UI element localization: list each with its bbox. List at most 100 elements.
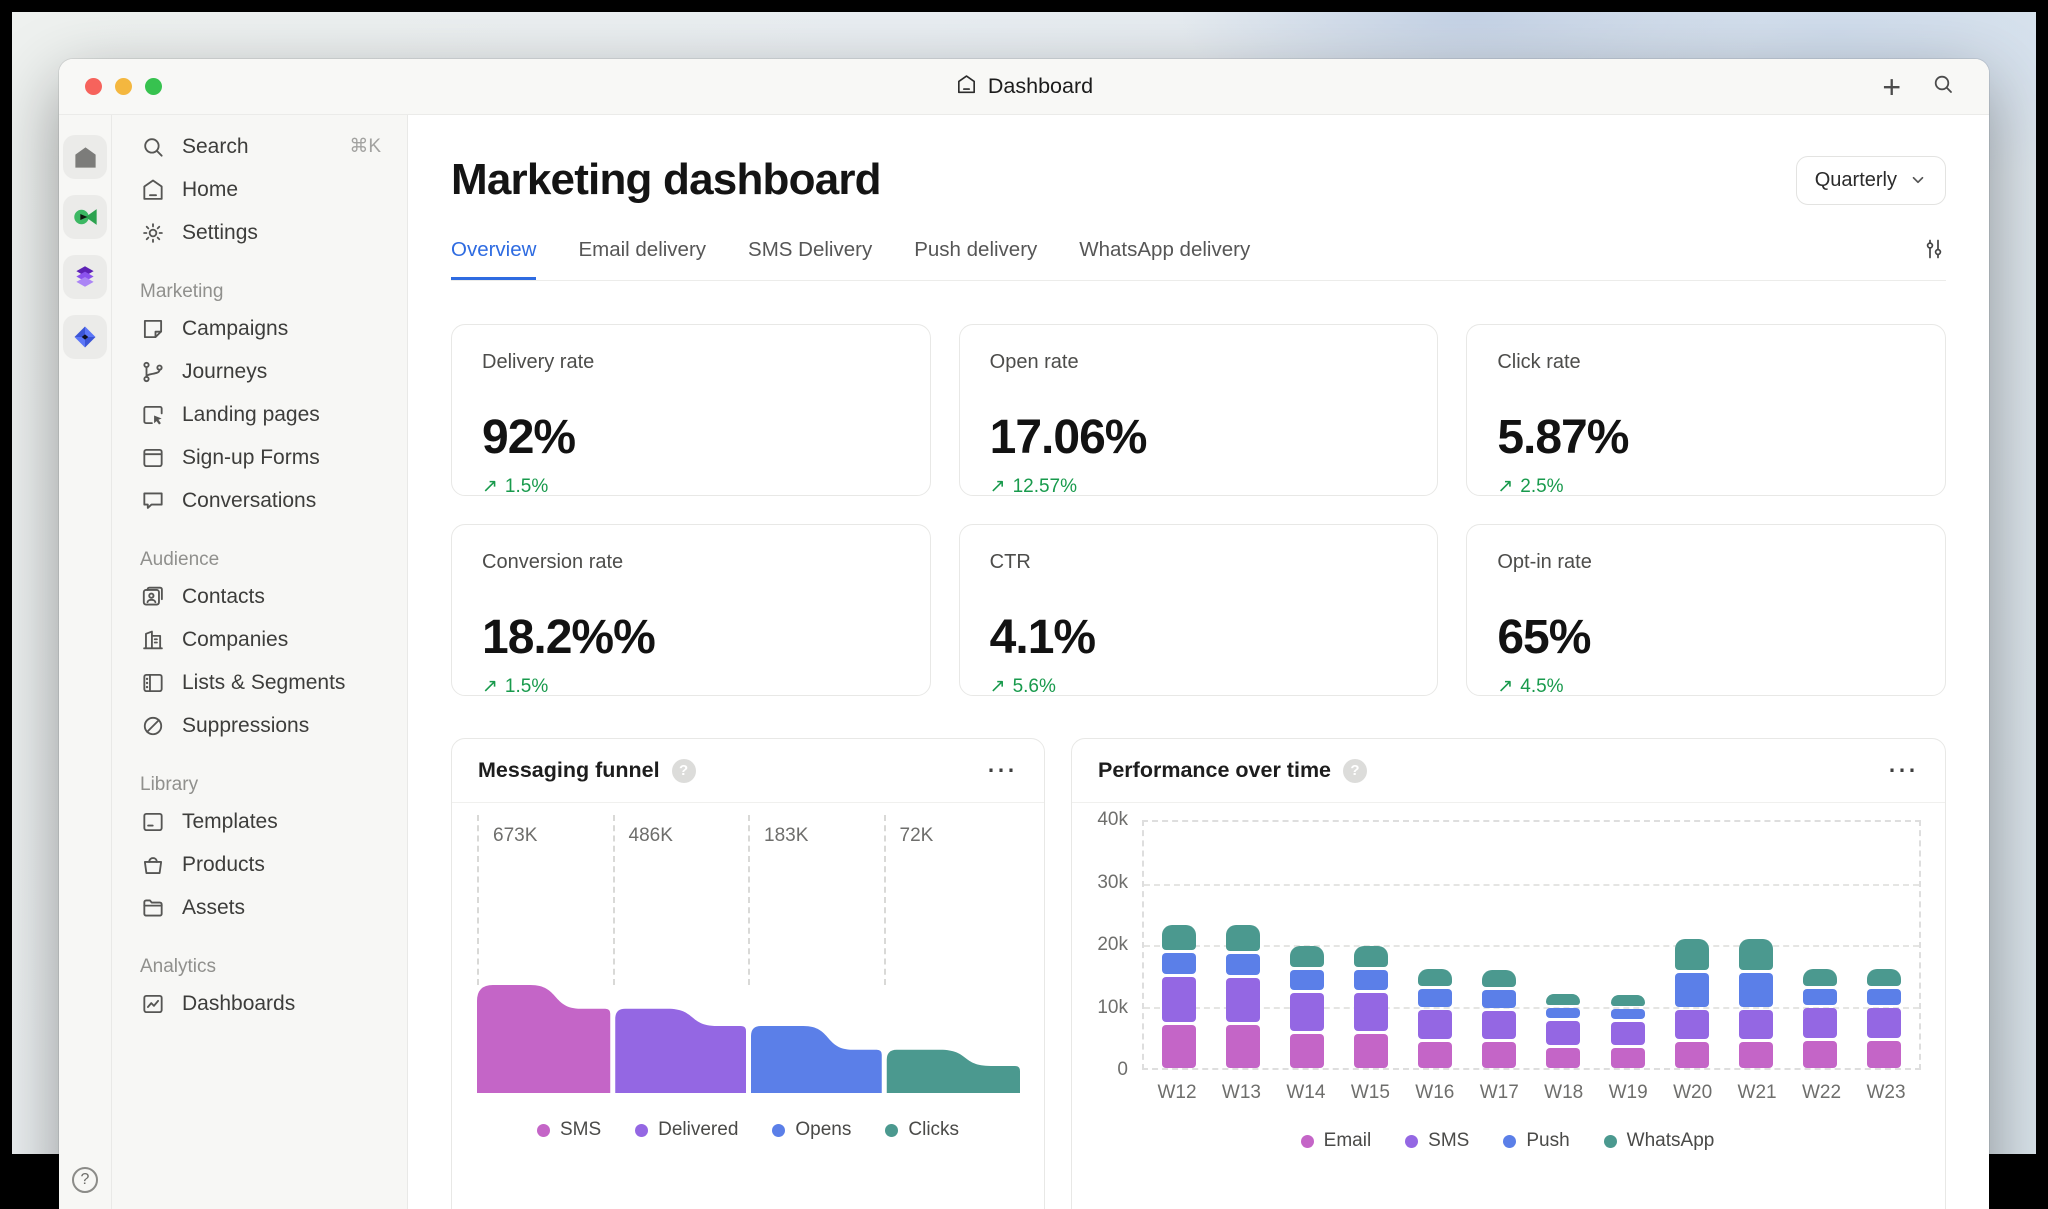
kpi-card-click-rate: Click rate 5.87% ↗ 2.5% xyxy=(1466,324,1946,496)
funnel-panel-header: Messaging funnel ? ⋯ xyxy=(452,739,1044,803)
layers-purple-app-icon[interactable] xyxy=(63,255,107,299)
kpi-delta: ↗1.5% xyxy=(482,475,900,498)
search-icon[interactable] xyxy=(1931,72,1955,101)
zoom-window-button[interactable] xyxy=(145,78,162,95)
sidebar-item-label: Assets xyxy=(182,896,245,920)
funnel-stage-value: 673K xyxy=(477,815,613,985)
minimize-window-button[interactable] xyxy=(115,78,132,95)
window-titlebar: Dashboard + xyxy=(59,59,1989,115)
bar-segment-sms xyxy=(1867,1008,1901,1038)
trend-up-arrow-icon: ↗ xyxy=(482,675,498,698)
bar-w17 xyxy=(1476,967,1522,1068)
performance-panel-title: Performance over time xyxy=(1098,758,1331,783)
bar-segment-email xyxy=(1867,1041,1901,1068)
bar-segment-whatsapp xyxy=(1162,925,1196,950)
tab-sms-delivery[interactable]: SMS Delivery xyxy=(748,238,872,280)
camera-green-app-icon[interactable] xyxy=(63,195,107,239)
legend-dot xyxy=(885,1124,898,1137)
legend-item-push: Push xyxy=(1503,1130,1569,1152)
lists-icon xyxy=(140,670,166,696)
tab-overview[interactable]: Overview xyxy=(451,238,536,280)
kpi-value: 18.2%% xyxy=(482,610,900,665)
bar-segment-push xyxy=(1675,973,1709,1007)
settings-icon xyxy=(140,220,166,246)
sidebar-item-companies[interactable]: Companies xyxy=(134,618,387,661)
kpi-value: 65% xyxy=(1497,610,1915,665)
trend-up-arrow-icon: ↗ xyxy=(1497,475,1513,498)
sidebar-item-campaigns[interactable]: Campaigns xyxy=(134,307,387,350)
kpi-delta-value: 12.57% xyxy=(1013,476,1077,498)
period-selector[interactable]: Quarterly xyxy=(1796,156,1946,205)
sidebar-item-sign-up-forms[interactable]: Sign-up Forms xyxy=(134,436,387,479)
sidebar-item-search[interactable]: Search⌘K xyxy=(134,125,387,168)
sidebar-item-label: Suppressions xyxy=(182,714,309,738)
more-menu-icon[interactable]: ⋯ xyxy=(986,763,1018,778)
bar-segment-push xyxy=(1611,1009,1645,1019)
bar-segment-sms xyxy=(1803,1008,1837,1038)
kpi-label: CTR xyxy=(990,551,1408,574)
filter-icon[interactable] xyxy=(1922,237,1946,280)
kpi-value: 17.06% xyxy=(990,410,1408,465)
pinwheel-blue-app-icon[interactable] xyxy=(63,315,107,359)
sidebar-item-landing-pages[interactable]: Landing pages xyxy=(134,393,387,436)
y-tick-label: 30k xyxy=(1097,872,1128,894)
help-icon[interactable]: ? xyxy=(1343,759,1367,783)
sidebar-item-home[interactable]: Home xyxy=(134,168,387,211)
chevron-down-icon xyxy=(1909,171,1927,189)
legend-dot xyxy=(772,1124,785,1137)
sidebar-item-settings[interactable]: Settings xyxy=(134,211,387,254)
sidebar-item-label: Dashboards xyxy=(182,992,295,1016)
sidebar-item-dashboards[interactable]: Dashboards xyxy=(134,982,387,1025)
bar-segment-email xyxy=(1739,1042,1773,1068)
help-icon[interactable]: ? xyxy=(72,1167,98,1193)
sidebar-item-conversations[interactable]: Conversations xyxy=(134,479,387,522)
kpi-label: Click rate xyxy=(1497,351,1915,374)
sidebar-item-products[interactable]: Products xyxy=(134,843,387,886)
tab-whatsapp-delivery[interactable]: WhatsApp delivery xyxy=(1079,238,1250,280)
kpi-label: Opt-in rate xyxy=(1497,551,1915,574)
sidebar-item-lists-segments[interactable]: Lists & Segments xyxy=(134,661,387,704)
bar-segment-sms xyxy=(1482,1011,1516,1039)
legend-label: WhatsApp xyxy=(1627,1130,1715,1152)
bar-segment-push xyxy=(1482,990,1516,1008)
stacked-bar xyxy=(1226,922,1260,1068)
sidebar-item-label: Companies xyxy=(182,628,288,652)
sidebar-item-suppressions[interactable]: Suppressions xyxy=(134,704,387,747)
bar-segment-sms xyxy=(1354,993,1388,1031)
bar-segment-push xyxy=(1226,954,1260,975)
tab-push-delivery[interactable]: Push delivery xyxy=(914,238,1037,280)
funnel-stage-value: 72K xyxy=(884,815,1020,985)
sidebar-item-templates[interactable]: Templates xyxy=(134,800,387,843)
sidebar-item-label: Lists & Segments xyxy=(182,671,345,695)
help-icon[interactable]: ? xyxy=(672,759,696,783)
close-window-button[interactable] xyxy=(85,78,102,95)
kpi-delta: ↗12.57% xyxy=(990,475,1408,498)
sidebar-item-journeys[interactable]: Journeys xyxy=(134,350,387,393)
funnel-shapes xyxy=(477,985,1020,1093)
sidebar-item-contacts[interactable]: Contacts xyxy=(134,575,387,618)
funnel-stage-clicks xyxy=(887,1050,1020,1093)
legend-dot xyxy=(1301,1135,1314,1148)
kpi-value: 5.87% xyxy=(1497,410,1915,465)
page-header: Marketing dashboard Quarterly xyxy=(451,155,1946,205)
sidebar-item-assets[interactable]: Assets xyxy=(134,886,387,929)
kpi-delta: ↗5.6% xyxy=(990,675,1408,698)
bar-segment-whatsapp xyxy=(1803,969,1837,986)
bar-segment-email xyxy=(1803,1041,1837,1068)
sidebar-item-label: Search xyxy=(182,135,249,159)
kpi-delta-value: 1.5% xyxy=(505,676,548,698)
bar-segment-push xyxy=(1290,970,1324,990)
bar-segment-push xyxy=(1867,989,1901,1005)
home-app-icon[interactable] xyxy=(63,135,107,179)
funnel-stage-value: 486K xyxy=(613,815,749,985)
legend-item-sms: SMS xyxy=(1405,1130,1469,1152)
tab-email-delivery[interactable]: Email delivery xyxy=(578,238,706,280)
bar-segment-sms xyxy=(1739,1010,1773,1039)
kpi-label: Delivery rate xyxy=(482,351,900,374)
more-menu-icon[interactable]: ⋯ xyxy=(1887,763,1919,778)
bar-segment-whatsapp xyxy=(1675,939,1709,970)
new-item-icon[interactable]: + xyxy=(1882,71,1901,103)
kpi-delta-value: 2.5% xyxy=(1520,476,1563,498)
